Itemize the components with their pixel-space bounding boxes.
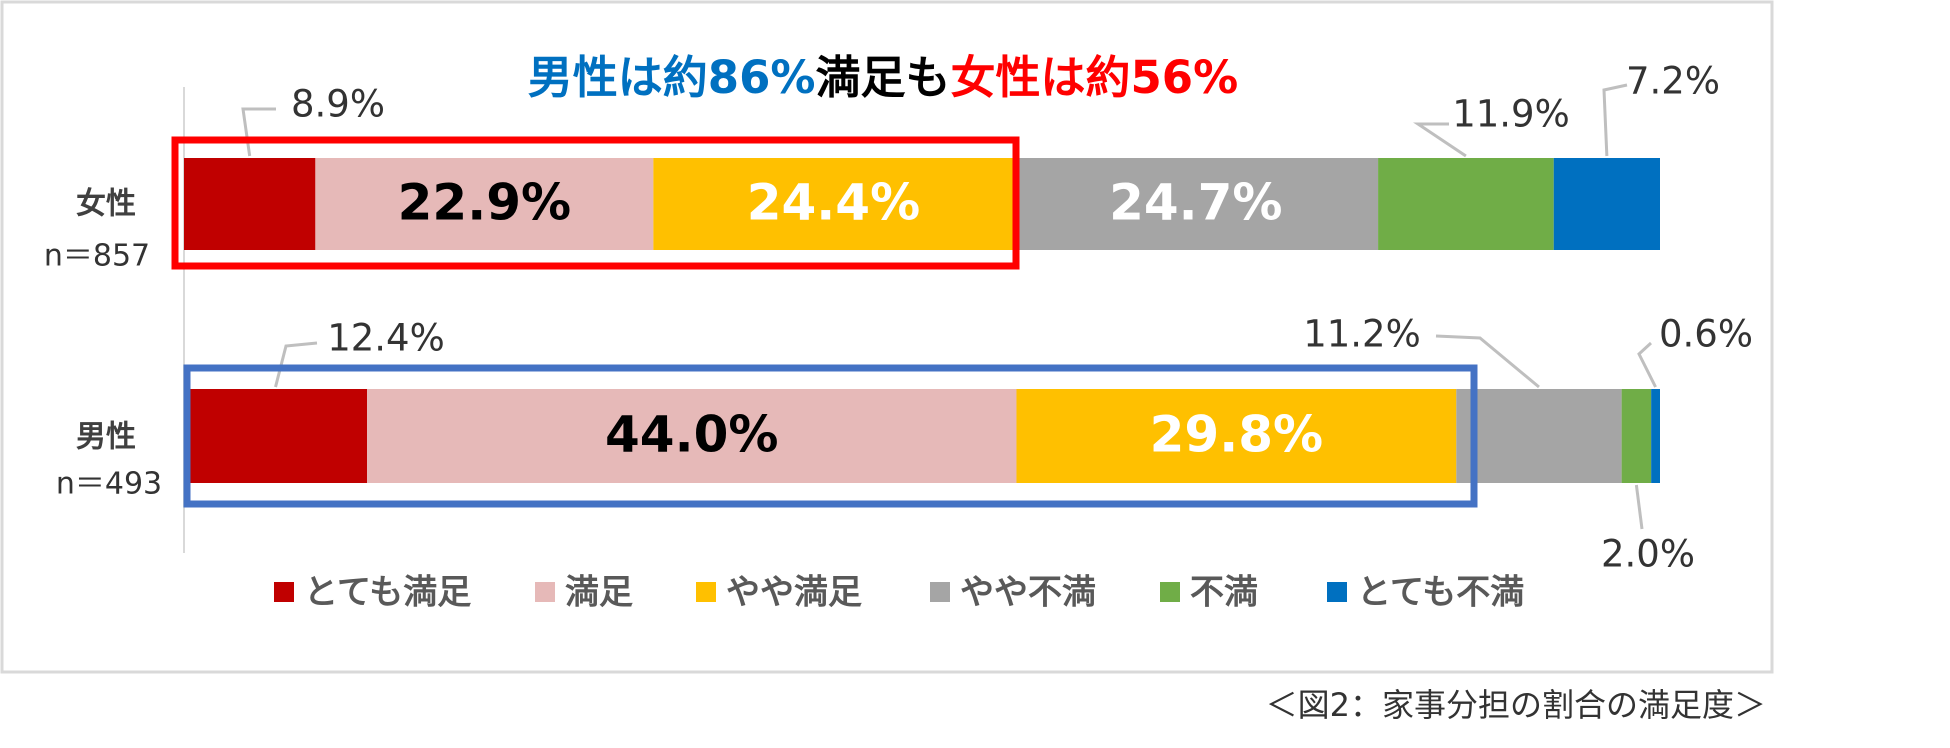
leader-line [274,341,318,388]
highlight-box [171,136,1020,270]
bar-segment [1621,389,1652,483]
legend-label: とても満足 [304,573,471,613]
data-label: 24.4% [747,174,920,232]
leader-line [1634,484,1644,530]
chart-title: 男性は約86%満足も女性は約56% [528,51,1238,104]
legend-label: とても不満 [1357,573,1524,613]
caption: ＜図2：家事分担の割合の満足度＞ [1266,686,1766,724]
data-label: 12.4% [327,317,445,360]
legend-label: やや満足 [726,573,862,613]
legend-label: 不満 [1190,573,1258,613]
leader-line [1435,334,1540,389]
legend-swatch [1327,582,1347,602]
leader-line [1637,341,1657,388]
data-label: 8.9% [291,83,385,126]
bar-segment [1378,158,1554,250]
legend-swatch [535,582,555,602]
legend-swatch [930,582,950,602]
bar-segment [1016,389,1457,483]
title-part: 男性は約86% [528,51,816,104]
bar-segment [1651,389,1660,483]
bar-segment [1456,389,1622,483]
bar-segment [367,389,1017,483]
data-label: 24.7% [1109,174,1282,232]
data-label: 11.2% [1303,313,1421,356]
leader-line [1602,83,1628,157]
sample-size-label: n＝857 [44,239,150,274]
bar-segment [315,158,654,250]
highlight-box [183,364,1478,508]
bar-segment [184,158,316,250]
bar-segment [1013,158,1379,250]
title-part: 女性は約56% [951,51,1239,104]
bar-segment [1553,158,1660,250]
category-label: 男性 [76,420,136,455]
sample-size-label: n＝493 [56,467,162,502]
legend-swatch [1160,582,1180,602]
bar-segment [184,389,368,483]
legend-swatch [274,582,294,602]
data-label: 44.0% [605,406,778,464]
data-label: 2.0% [1601,533,1695,576]
legend-label: やや不満 [960,573,1096,613]
bar-segment [653,158,1014,250]
data-label: 11.9% [1452,93,1570,136]
data-label: 0.6% [1659,313,1753,356]
category-label: 女性 [76,187,136,222]
legend-label: 満足 [565,573,633,613]
leader-line [1413,122,1467,158]
title-part: 満足も [815,51,950,104]
data-label: 29.8% [1150,406,1323,464]
data-label: 7.2% [1626,60,1720,103]
data-label: 22.9% [398,174,571,232]
legend-swatch [696,582,716,602]
